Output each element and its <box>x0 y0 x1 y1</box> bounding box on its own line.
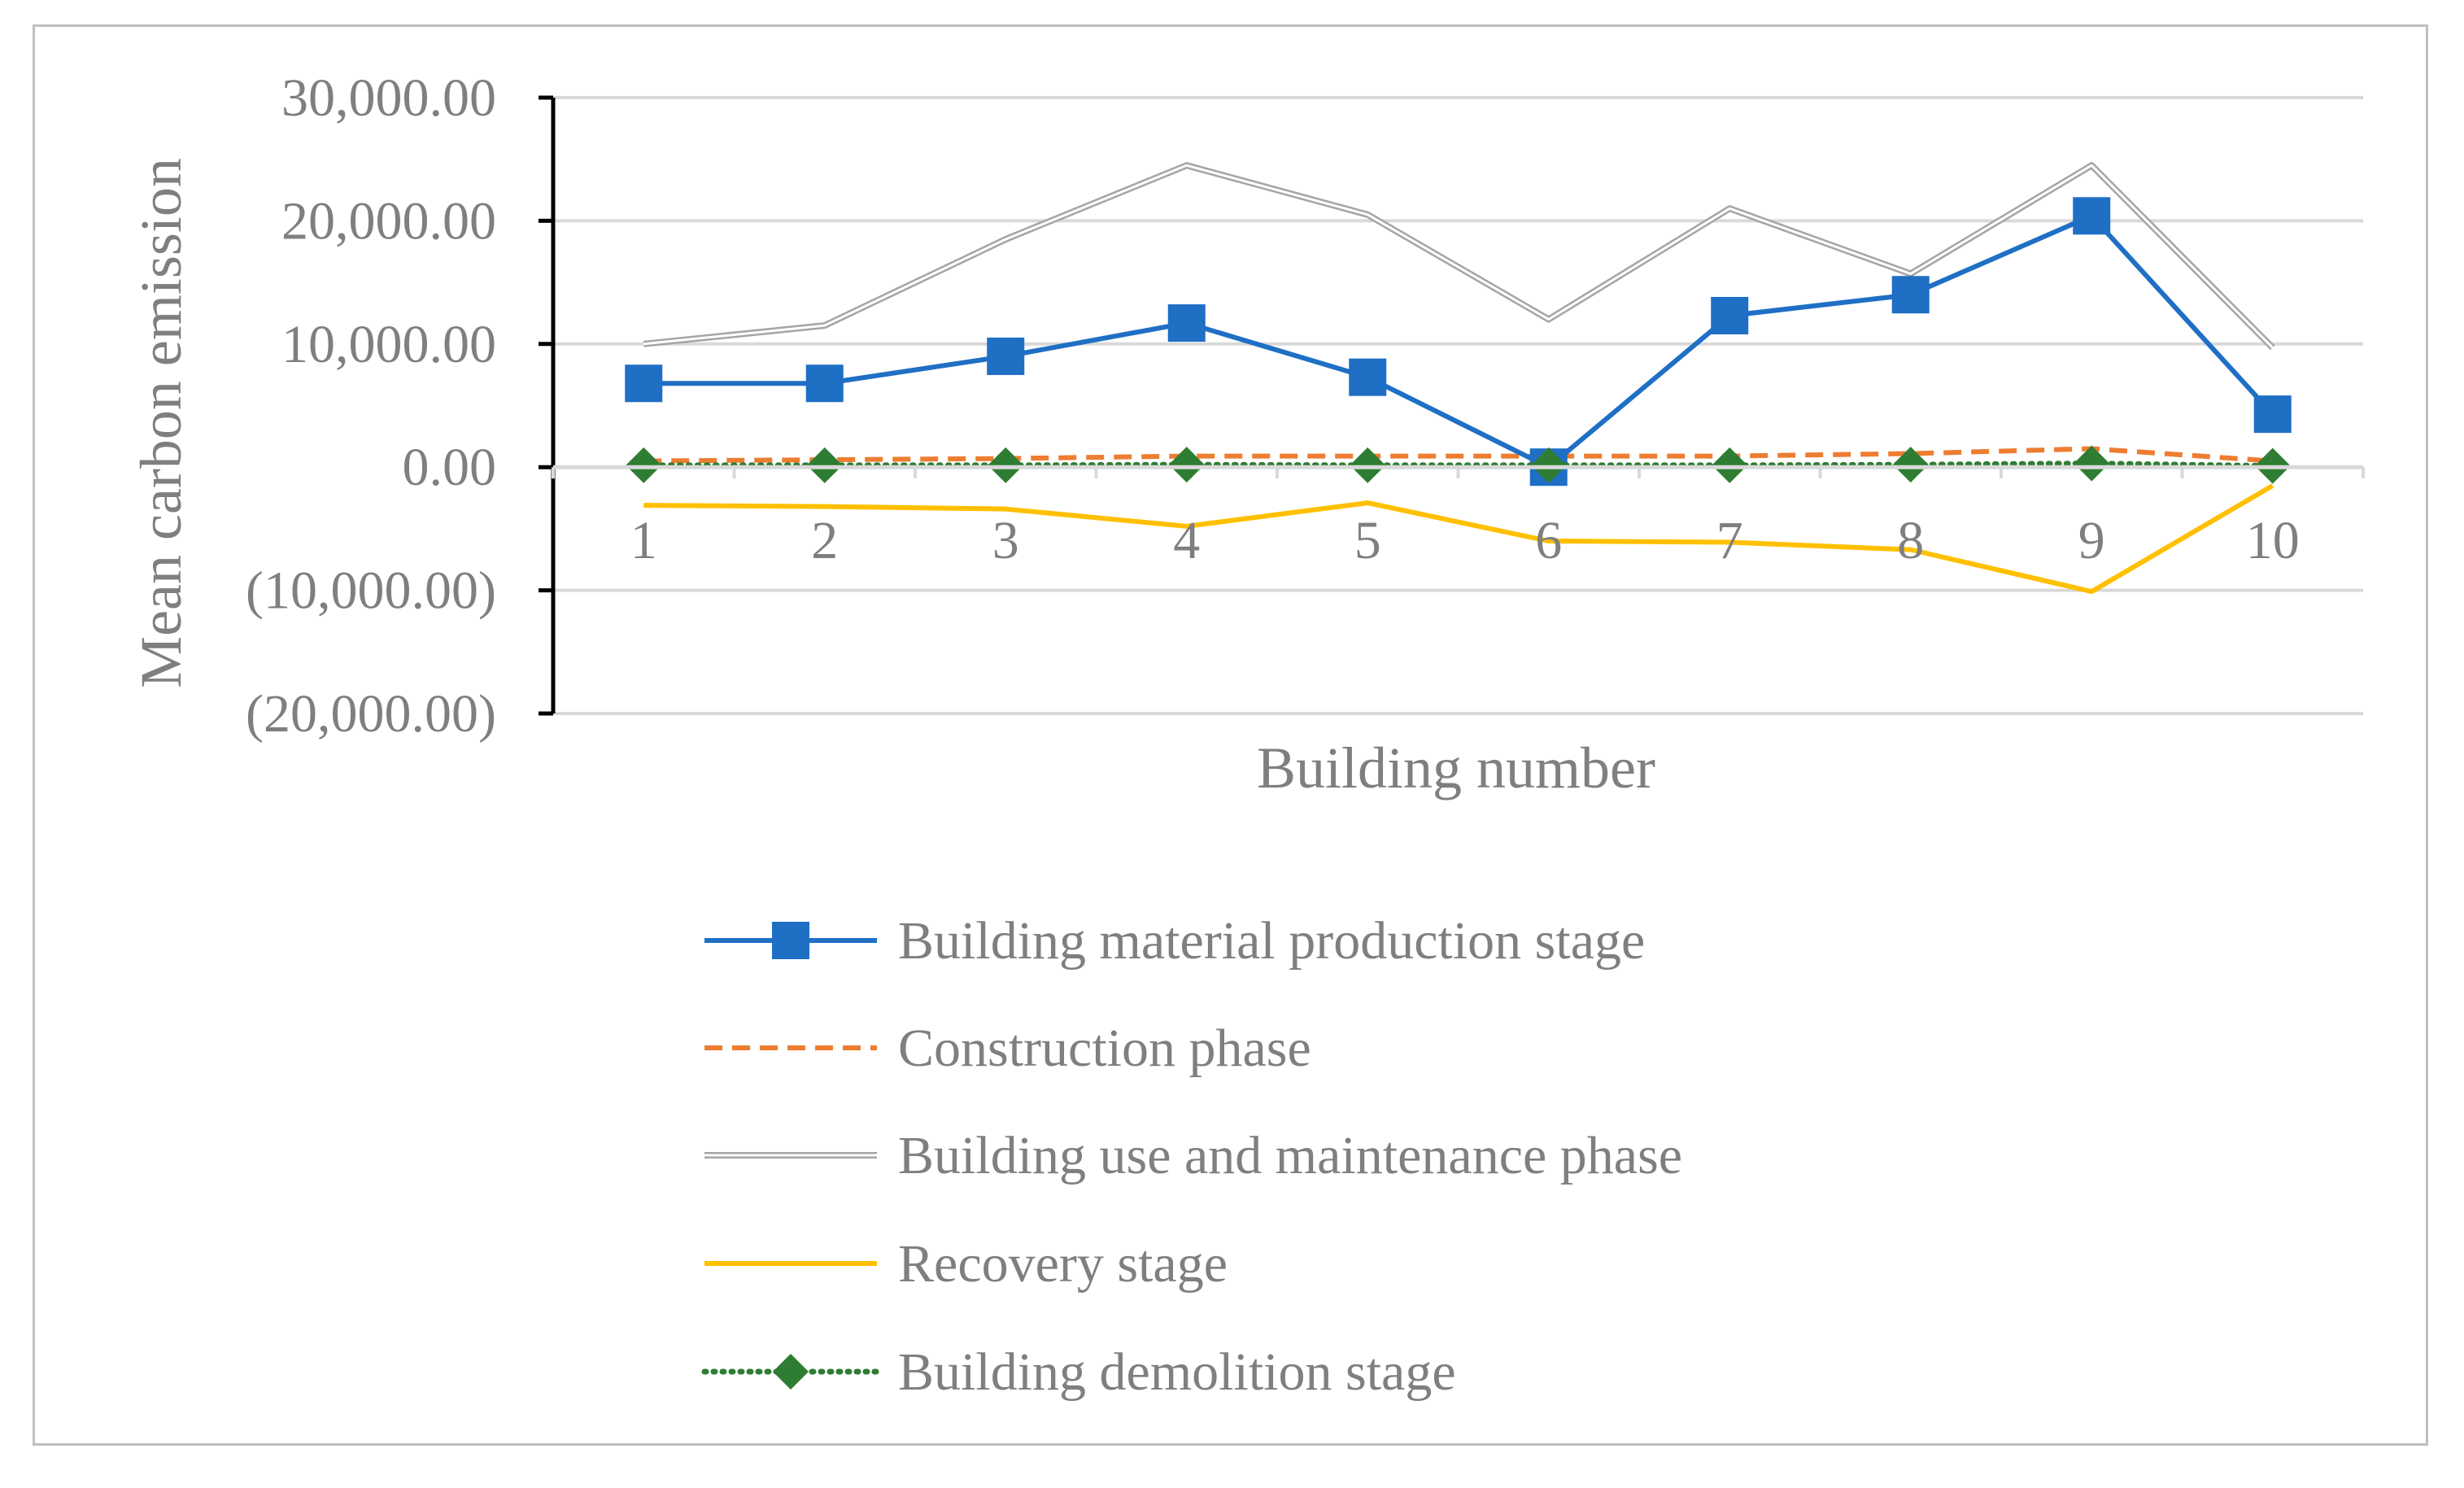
gridlines <box>553 96 2363 715</box>
y-tick-label: 30,000.00 <box>281 68 496 128</box>
series-3-line-inner <box>643 164 2274 349</box>
x-tick-label: 2 <box>811 511 838 570</box>
series-1-point <box>1891 276 1930 314</box>
legend-item-4-label: Recovery stage <box>898 1234 1228 1294</box>
legend-item-3-label: Building use and maintenance phase <box>898 1126 1682 1185</box>
legend-item-2: Construction phase <box>704 1019 1311 1078</box>
y-tick-label: (10,000.00) <box>246 561 496 621</box>
axes: 30,000.00 20,000.00 10,000.00 0.00 (10,000.0… <box>246 68 2365 744</box>
legend-item-1: Building material production stage <box>704 911 1645 971</box>
y-tick-label: 0.00 <box>403 438 497 497</box>
legend-item-3: Building use and maintenance phase <box>704 1126 1682 1185</box>
series-5-point <box>1168 447 1205 483</box>
series-2-group <box>643 446 2273 464</box>
series-1-point <box>625 364 663 403</box>
series-4-line <box>643 483 2274 595</box>
x-tick-label: 5 <box>1354 511 1381 570</box>
series-1-line <box>643 213 2274 470</box>
legend-item-4: Recovery stage <box>704 1234 1228 1294</box>
series-1-group <box>625 197 2292 487</box>
x-tick-label: 7 <box>1716 511 1743 570</box>
x-tick-label: 6 <box>1535 511 1562 570</box>
series-1-point <box>1349 358 1387 396</box>
series-1-point <box>1711 296 1749 334</box>
series-4-group <box>643 483 2274 595</box>
legend-item-2-label: Construction phase <box>898 1019 1311 1078</box>
x-tick-label: 4 <box>1173 511 1200 570</box>
series-1-point <box>1167 304 1206 343</box>
legend: Building material production stage Constr… <box>701 911 1682 1402</box>
y-tick-label: 10,000.00 <box>281 315 496 374</box>
series-1-point <box>2253 395 2292 434</box>
legend-item-5-label: Building demolition stage <box>898 1342 1456 1402</box>
chart-frame <box>33 24 2428 1446</box>
legend-item-1-label: Building material production stage <box>898 911 1645 971</box>
series-layer <box>625 162 2292 595</box>
y-tick-label: (20,000.00) <box>246 684 496 744</box>
y-axis-title: Mean carbon emission <box>129 158 194 688</box>
series-5-point <box>1892 447 1929 483</box>
x-tick-label: 10 <box>2246 511 2300 570</box>
x-axis-title: Building number <box>1257 735 1655 801</box>
series-5-point <box>2074 445 2110 482</box>
legend-item-5-marker <box>773 1354 809 1390</box>
x-tick-label: 1 <box>630 511 657 570</box>
x-tick-label: 3 <box>992 511 1019 570</box>
series-1-point <box>805 364 844 403</box>
x-tick-label: 9 <box>2078 511 2105 570</box>
series-3-group <box>643 162 2275 351</box>
legend-item-5: Building demolition stage <box>701 1342 1456 1402</box>
series-2-line <box>643 446 2273 464</box>
x-tick-label: 8 <box>1897 511 1924 570</box>
series-1-point <box>2073 197 2111 235</box>
y-tick-label: 20,000.00 <box>281 191 496 251</box>
series-1-point <box>987 337 1025 375</box>
series-3-line <box>643 162 2275 351</box>
legend-item-1-marker <box>772 922 809 959</box>
